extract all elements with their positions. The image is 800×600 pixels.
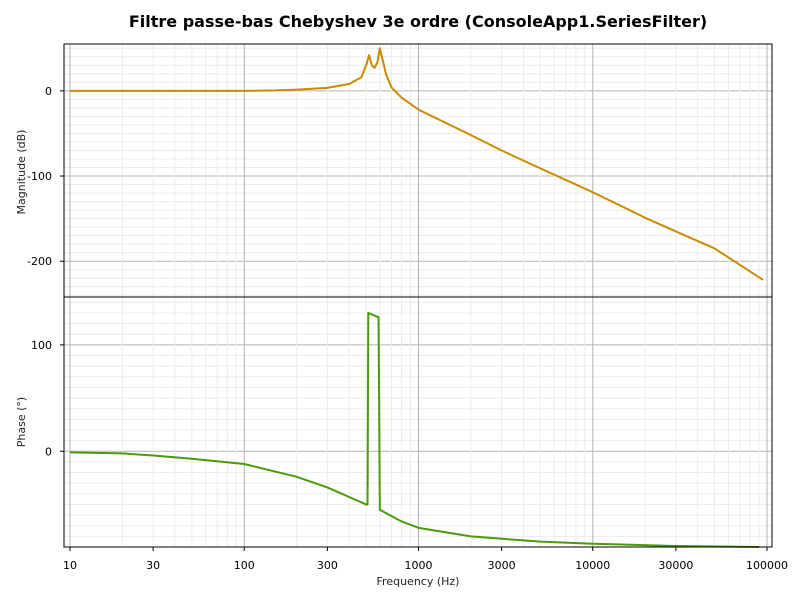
y-tick-label: 0	[45, 445, 52, 458]
x-tick-label: 10	[63, 559, 77, 572]
x-tick-label: 100000	[746, 559, 788, 572]
x-tick-label: 100	[234, 559, 255, 572]
y-tick-label: 0	[45, 85, 52, 98]
x-tick-label: 1000	[405, 559, 433, 572]
chart-title: Filtre passe-bas Chebyshev 3e ordre (Con…	[129, 12, 707, 31]
x-axis-label: Frequency (Hz)	[377, 575, 460, 588]
y-axis-label-phase: Phase (°)	[15, 397, 28, 447]
series-line-0-0	[70, 47, 764, 281]
tick-layer: 0 -100 -200 0 100 10 30 100 300 1000 3000 10000 3000…	[27, 85, 788, 572]
y-tick-label: 100	[31, 339, 52, 352]
x-tick-label: 30000	[658, 559, 693, 572]
x-tick-label: 30	[146, 559, 160, 572]
x-tick-label: 300	[317, 559, 338, 572]
x-tick-label: 10000	[575, 559, 610, 572]
x-tick-label: 3000	[488, 559, 516, 572]
series-line-1-0	[69, 311, 760, 548]
y-axis-label-magnitude: Magnitude (dB)	[15, 130, 28, 215]
series-layer	[69, 47, 764, 548]
grid-layer	[64, 44, 772, 548]
y-tick-label: -200	[27, 255, 52, 268]
y-tick-label: -100	[27, 170, 52, 183]
